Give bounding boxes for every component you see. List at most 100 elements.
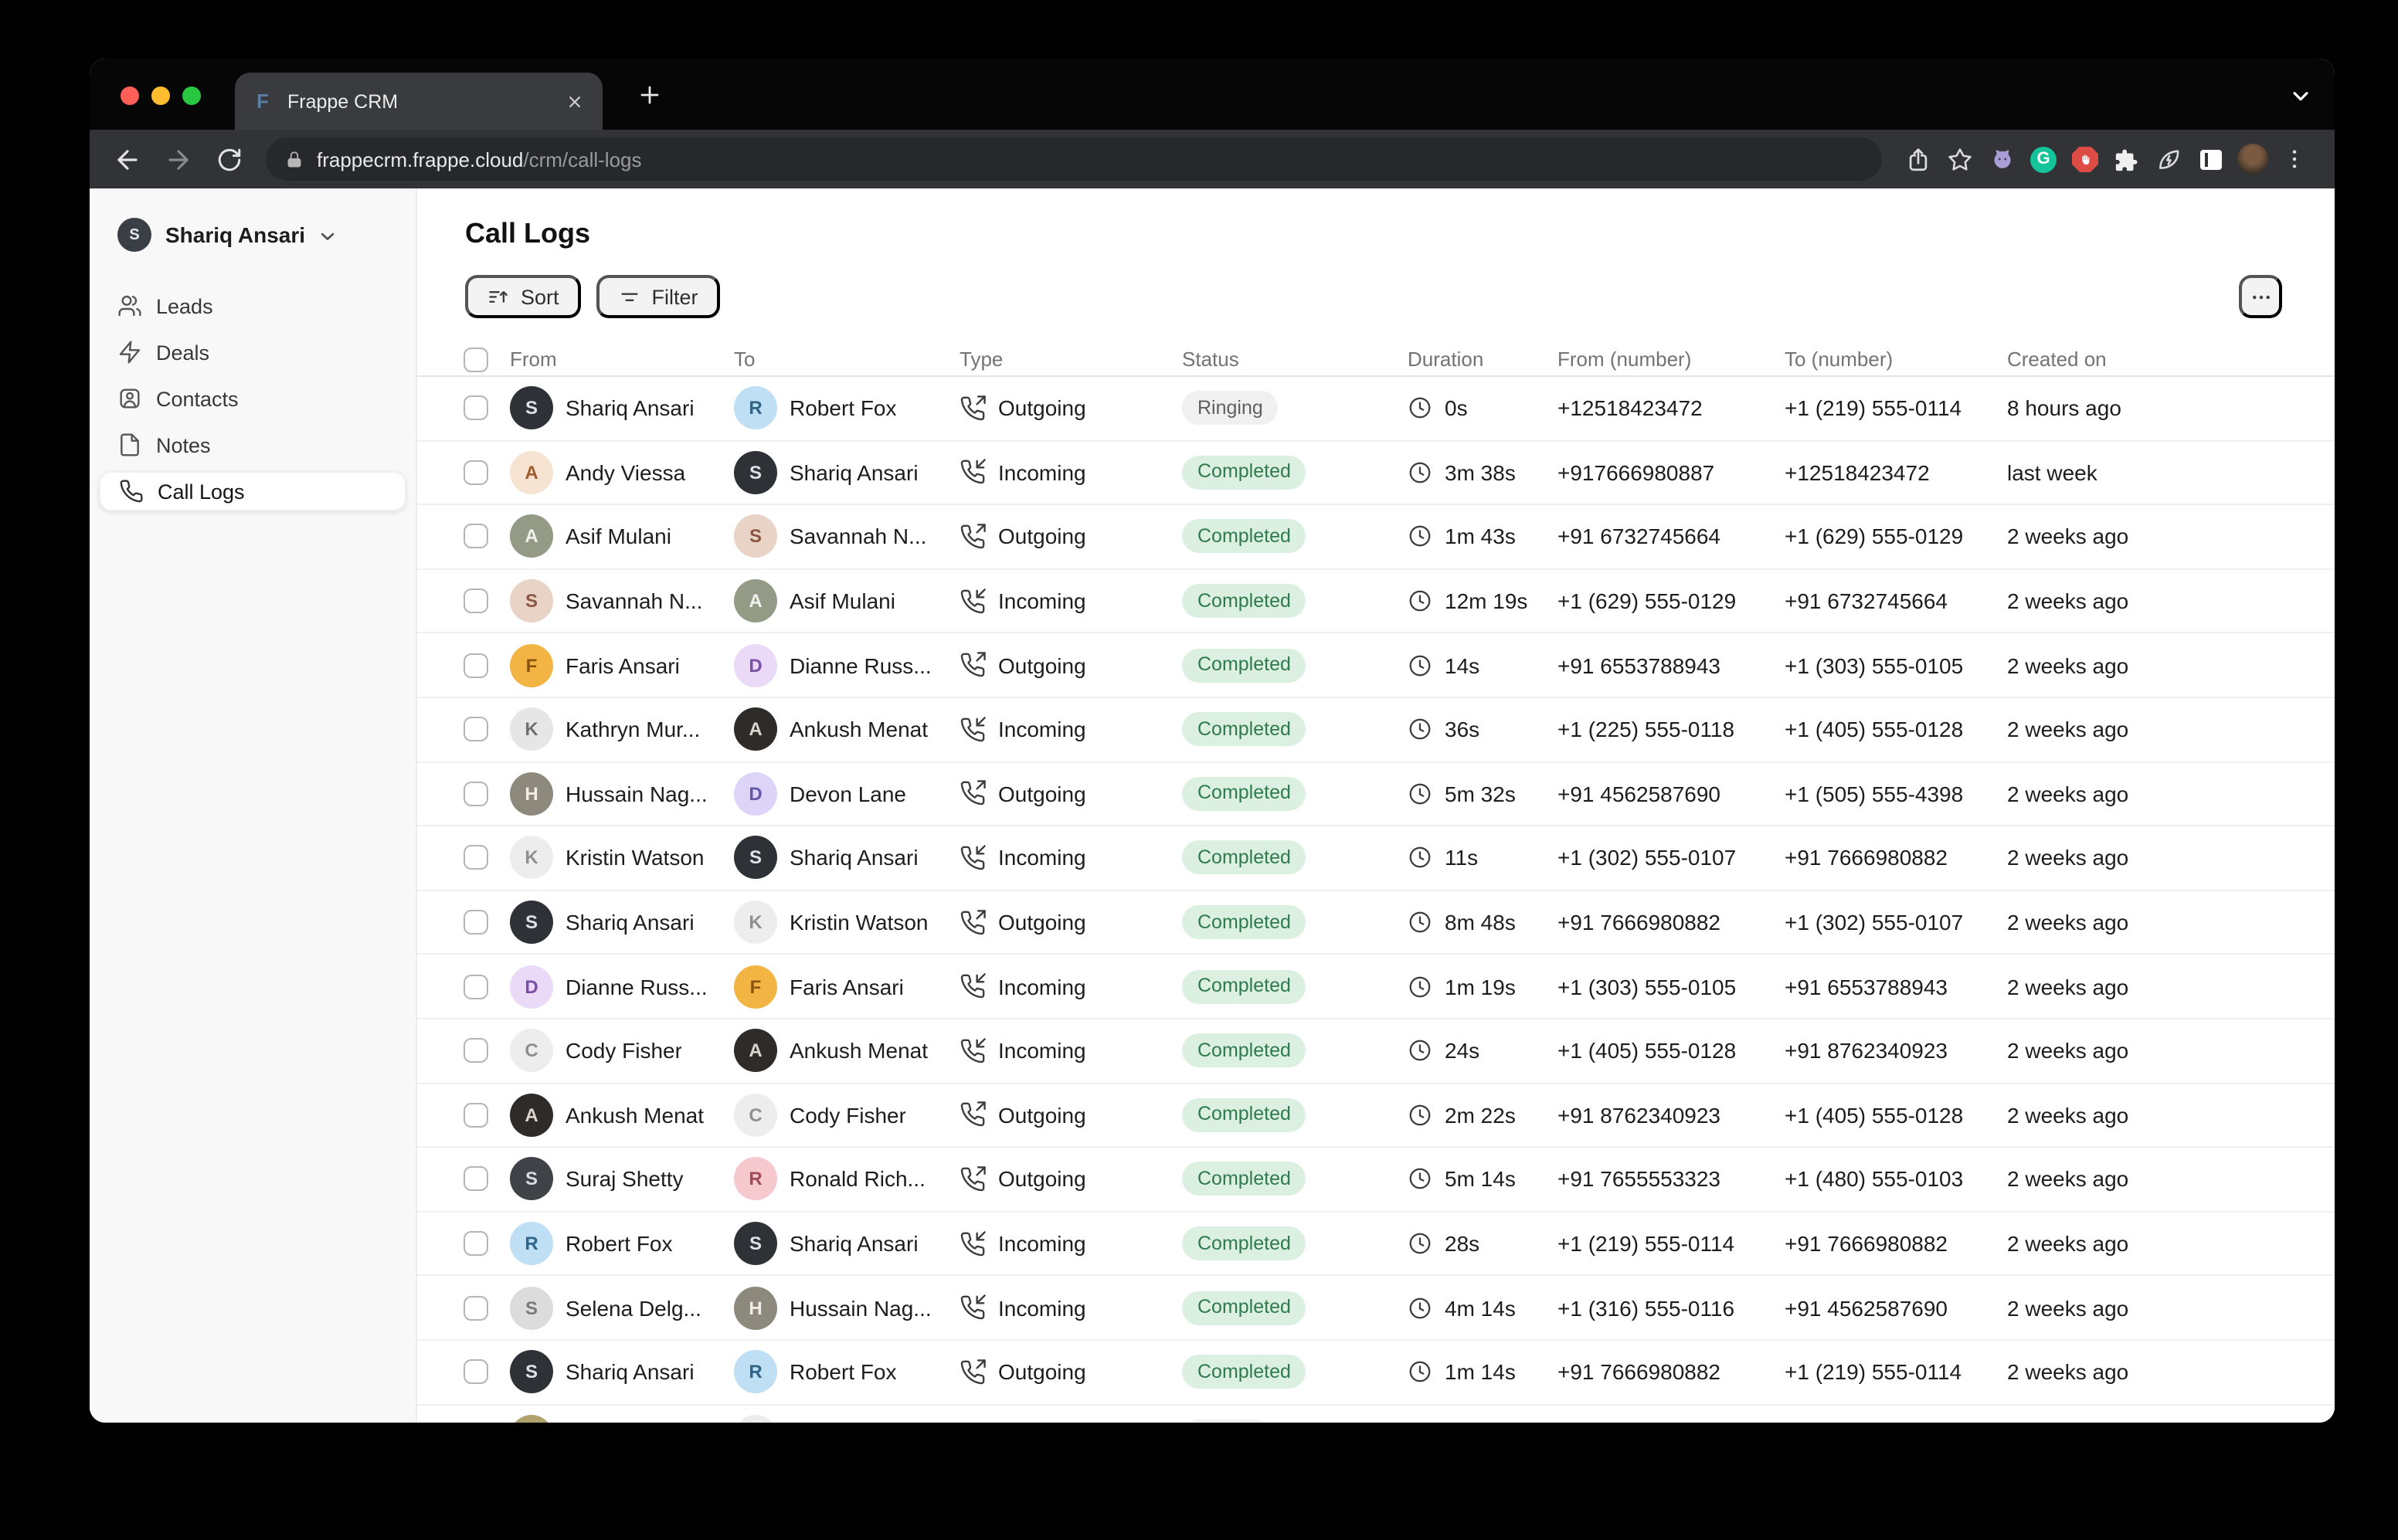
row-checkbox[interactable] xyxy=(464,589,488,614)
type-cell: Incoming xyxy=(960,588,1182,614)
table-row[interactable]: S Shariq Ansari K Kristin Watson Outgoin… xyxy=(417,891,2335,955)
duration-cell: 1m 19s xyxy=(1408,974,1557,999)
table-row[interactable] xyxy=(417,1405,2335,1423)
extensions-puzzle-icon[interactable] xyxy=(2106,139,2148,179)
from-name: Ankush Menat xyxy=(566,1102,704,1128)
row-checkbox[interactable] xyxy=(464,1102,488,1128)
type-cell: Outgoing xyxy=(960,1101,1182,1128)
row-checkbox[interactable] xyxy=(464,845,488,870)
menu-dots-icon[interactable] xyxy=(2273,139,2315,179)
table-row[interactable]: R Robert Fox S Shariq Ansari Incoming Co… xyxy=(417,1212,2335,1277)
from-avatar: S xyxy=(510,386,553,430)
adblock-icon[interactable] xyxy=(2064,139,2106,179)
call-type-label: Outgoing xyxy=(998,395,1086,421)
sidebar-item-leads[interactable]: Leads xyxy=(99,286,406,326)
to-name: Shariq Ansari xyxy=(790,845,919,870)
created-on: 2 weeks ago xyxy=(2007,845,2129,870)
forward-button[interactable] xyxy=(161,142,195,176)
traffic-lights xyxy=(121,86,201,105)
profile-avatar[interactable] xyxy=(2231,139,2273,179)
leaf-energy-icon[interactable] xyxy=(2148,139,2189,179)
table-row[interactable]: S Shariq Ansari R Robert Fox Outgoing Ri… xyxy=(417,377,2335,442)
table-row[interactable]: H Hussain Nag... D Devon Lane Outgoing C… xyxy=(417,762,2335,827)
row-checkbox[interactable] xyxy=(464,974,488,999)
col-status[interactable]: Status xyxy=(1182,348,1239,371)
address-bar[interactable]: frappecrm.frappe.cloud/crm/call-logs xyxy=(266,137,1882,181)
sidebar-item-notes[interactable]: Notes xyxy=(99,425,406,465)
share-icon[interactable] xyxy=(1897,139,1939,179)
col-created-on[interactable]: Created on xyxy=(2007,348,2107,371)
tab-strip-chevron-icon[interactable] xyxy=(2288,83,2313,108)
phone-outgoing-icon xyxy=(960,909,986,935)
col-to-number[interactable]: To (number) xyxy=(1785,348,1894,371)
from-number: +91 7655553323 xyxy=(1557,1166,1720,1192)
minimize-window-button[interactable] xyxy=(151,86,170,105)
from-cell: S Selena Delg... xyxy=(510,1286,734,1330)
table-row[interactable]: F Faris Ansari D Dianne Russ... Outgoing… xyxy=(417,634,2335,698)
sidebar-item-deals[interactable]: Deals xyxy=(99,332,406,372)
row-checkbox[interactable] xyxy=(464,653,488,678)
col-from-number[interactable]: From (number) xyxy=(1557,348,1692,371)
row-checkbox[interactable] xyxy=(464,781,488,806)
duration-value: 2m 22s xyxy=(1445,1102,1516,1128)
table-row[interactable]: S Shariq Ansari R Robert Fox Outgoing Co… xyxy=(417,1341,2335,1405)
table-row[interactable]: K Kathryn Mur... A Ankush Menat Incoming… xyxy=(417,698,2335,763)
to-number: +91 6553788943 xyxy=(1785,974,1948,999)
created-on: 2 weeks ago xyxy=(2007,1102,2129,1128)
table-row[interactable]: A Andy Viessa S Shariq Ansari Incoming C… xyxy=(417,441,2335,506)
table-row[interactable]: A Asif Mulani S Savannah N... Outgoing C… xyxy=(417,505,2335,570)
table-row[interactable]: K Kristin Watson S Shariq Ansari Incomin… xyxy=(417,826,2335,891)
to-cell: D Dianne Russ... xyxy=(734,643,960,687)
table-row[interactable]: D Dianne Russ... F Faris Ansari Incoming… xyxy=(417,955,2335,1019)
close-window-button[interactable] xyxy=(121,86,139,105)
row-checkbox[interactable] xyxy=(464,1359,488,1385)
status-badge: Completed xyxy=(1182,584,1306,619)
col-type[interactable]: Type xyxy=(960,348,1004,371)
row-checkbox[interactable] xyxy=(464,1231,488,1257)
col-from[interactable]: From xyxy=(510,348,557,371)
sidebar-item-contacts[interactable]: Contacts xyxy=(99,378,406,419)
row-checkbox[interactable] xyxy=(464,460,488,485)
row-checkbox[interactable] xyxy=(464,910,488,935)
col-to[interactable]: To xyxy=(734,348,756,371)
reload-button[interactable] xyxy=(212,142,246,176)
browser-toolbar: frappecrm.frappe.cloud/crm/call-logs G xyxy=(90,130,2335,188)
table-row[interactable]: C Cody Fisher A Ankush Menat Incoming Co… xyxy=(417,1019,2335,1084)
filter-button[interactable]: Filter xyxy=(596,275,720,318)
grammarly-icon[interactable]: G xyxy=(2023,139,2064,179)
col-duration[interactable]: Duration xyxy=(1408,348,1484,371)
from-cell: S Suraj Shetty xyxy=(510,1157,734,1201)
table-row[interactable]: S Savannah N... A Asif Mulani Incoming C… xyxy=(417,570,2335,634)
row-checkbox[interactable] xyxy=(464,717,488,742)
status-cell: Completed xyxy=(1182,1355,1408,1389)
row-checkbox[interactable] xyxy=(464,1038,488,1063)
row-checkbox[interactable] xyxy=(464,524,488,549)
table-row[interactable]: A Ankush Menat C Cody Fisher Outgoing Co… xyxy=(417,1084,2335,1148)
sort-button[interactable]: Sort xyxy=(465,275,581,318)
call-type-label: Outgoing xyxy=(998,653,1086,678)
more-button[interactable] xyxy=(2239,275,2282,318)
to-avatar: R xyxy=(734,1350,777,1394)
tab-close-icon[interactable] xyxy=(562,89,587,114)
browser-tab[interactable]: F Frappe CRM xyxy=(235,73,603,130)
row-checkbox[interactable] xyxy=(464,1166,488,1192)
created-on: 2 weeks ago xyxy=(2007,974,2129,999)
sidebar-item-call-logs[interactable]: Call Logs xyxy=(99,471,406,511)
reading-list-icon[interactable] xyxy=(2189,139,2231,179)
phone-incoming-icon xyxy=(960,1037,986,1063)
created-on: 2 weeks ago xyxy=(2007,717,2129,742)
row-checkbox[interactable] xyxy=(464,395,488,421)
row-checkbox[interactable] xyxy=(464,1295,488,1321)
phone-incoming-icon xyxy=(960,973,986,999)
from-cell: S Shariq Ansari xyxy=(510,386,734,430)
back-button[interactable] xyxy=(110,142,144,176)
new-tab-button[interactable] xyxy=(633,79,664,110)
call-type-label: Incoming xyxy=(998,589,1086,614)
extension-octocat-icon[interactable] xyxy=(1981,139,2023,179)
user-menu[interactable]: S Shariq Ansari xyxy=(90,218,416,252)
table-row[interactable]: S Suraj Shetty R Ronald Rich... Outgoing… xyxy=(417,1148,2335,1213)
zoom-window-button[interactable] xyxy=(182,86,201,105)
bookmark-star-icon[interactable] xyxy=(1939,139,1981,179)
select-all-checkbox[interactable] xyxy=(464,347,488,371)
table-row[interactable]: S Selena Delg... H Hussain Nag... Incomi… xyxy=(417,1277,2335,1341)
